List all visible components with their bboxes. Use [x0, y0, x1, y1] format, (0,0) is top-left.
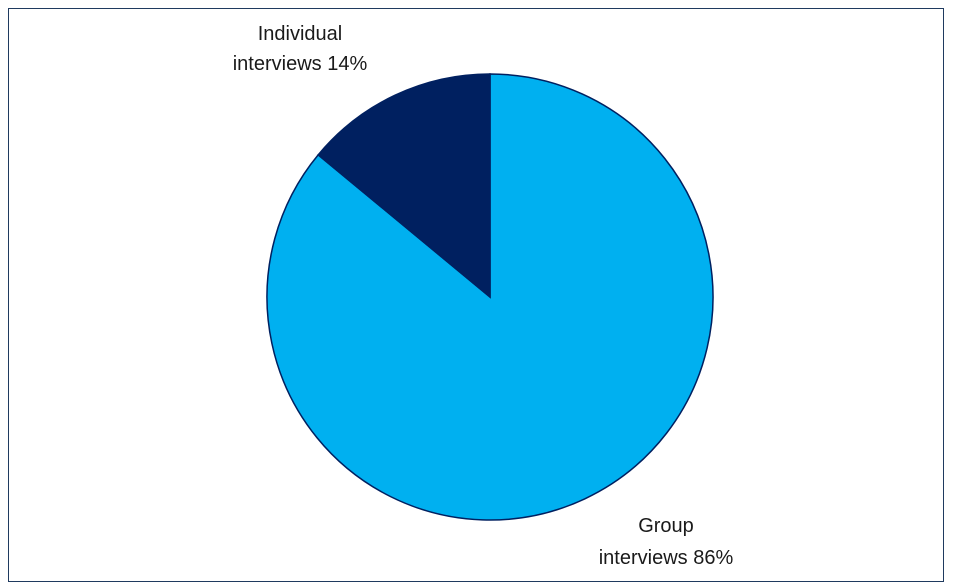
pie-slice-individual	[317, 73, 491, 299]
slice-label-group-line1: Group	[638, 515, 694, 537]
slice-label-individual-line2: interviews 14%	[233, 53, 368, 75]
pie-slices	[266, 73, 714, 521]
slice-label-group-line2: interviews 86%	[599, 547, 734, 569]
slice-label-individual-line1: Individual	[258, 23, 343, 45]
